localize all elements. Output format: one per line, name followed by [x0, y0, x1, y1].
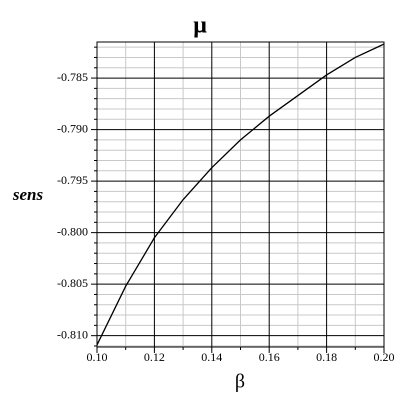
y-tick-label: -0.795 — [57, 173, 88, 187]
y-tick-label: -0.805 — [57, 276, 88, 290]
x-tick-label: 0.16 — [259, 350, 280, 364]
y-axis-label: sens — [12, 185, 44, 204]
line — [96, 43, 385, 346]
plot-frame — [96, 41, 385, 348]
x-tick-label: 0.14 — [201, 350, 222, 364]
chart-title: μ — [193, 13, 207, 39]
x-tick-label: 0.10 — [87, 350, 108, 364]
y-tick-label: -0.785 — [57, 70, 88, 84]
x-tick-label: 0.20 — [374, 350, 395, 364]
y-tick-label: -0.810 — [57, 327, 88, 341]
y-tick-label: -0.800 — [57, 224, 88, 238]
y-tick-label: -0.790 — [57, 121, 88, 135]
x-tick-label: 0.12 — [144, 350, 165, 364]
x-axis-label: β — [235, 371, 245, 393]
x-tick-label: 0.18 — [316, 350, 337, 364]
